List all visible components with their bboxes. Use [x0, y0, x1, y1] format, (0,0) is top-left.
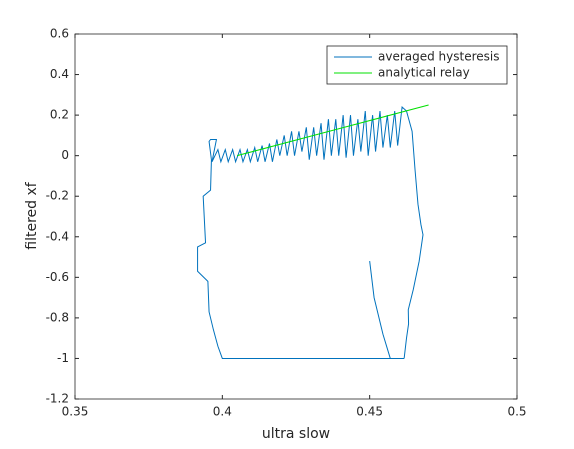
y-tick-label: -1: [57, 351, 69, 365]
y-tick-label: -0.8: [46, 310, 69, 324]
y-tick-label: 0.4: [50, 67, 69, 81]
x-tick-label: 0.5: [507, 405, 526, 419]
y-tick-label: 0: [61, 148, 69, 162]
y-axis-label: filtered xf: [24, 181, 40, 249]
y-tick-label: -0.2: [46, 189, 69, 203]
legend-box: [326, 45, 508, 85]
y-tick-label: -1.2: [46, 392, 69, 406]
y-tick-label: -0.4: [46, 229, 69, 243]
x-tick-label: 0.45: [356, 405, 383, 419]
x-axis-label: ultra slow: [262, 426, 330, 442]
x-tick-label: 0.4: [213, 405, 232, 419]
y-tick-label: -0.6: [46, 270, 69, 284]
axes-box: [74, 33, 518, 400]
legend-label: analytical relay: [378, 66, 470, 80]
x-tick-label: 0.35: [62, 405, 89, 419]
line-series: [197, 105, 424, 359]
y-tick-label: 0.6: [50, 27, 69, 41]
y-tick-label: 0.2: [50, 108, 69, 122]
legend-label: averaged hysteresis: [378, 50, 500, 64]
line-series: [236, 104, 429, 157]
